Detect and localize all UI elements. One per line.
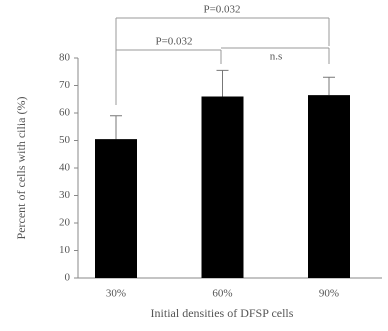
bar xyxy=(308,95,350,278)
y-tick-label: 80 xyxy=(59,52,71,64)
x-tick-label: 90% xyxy=(319,288,339,300)
annotation: n.s xyxy=(270,51,283,63)
x-tick-label: 30% xyxy=(106,288,126,300)
y-tick-label: 60 xyxy=(59,107,71,119)
y-tick-label: 30 xyxy=(59,189,71,201)
y-tick-label: 10 xyxy=(59,244,71,256)
x-tick-label: 60% xyxy=(212,288,232,300)
bar xyxy=(201,96,244,278)
annotation: P=0.032 xyxy=(155,36,192,48)
y-axis-label: Percent of cells with cilia (%) xyxy=(14,97,28,240)
y-tick-label: 50 xyxy=(59,134,71,146)
y-tick-label: 20 xyxy=(59,217,71,229)
annotation: P=0.032 xyxy=(203,4,240,16)
bar xyxy=(95,139,137,278)
x-axis-label: Initial densities of DFSP cells xyxy=(151,306,294,320)
y-tick-label: 40 xyxy=(59,162,71,174)
y-tick-label: 0 xyxy=(65,272,71,284)
y-tick-label: 70 xyxy=(59,79,71,91)
